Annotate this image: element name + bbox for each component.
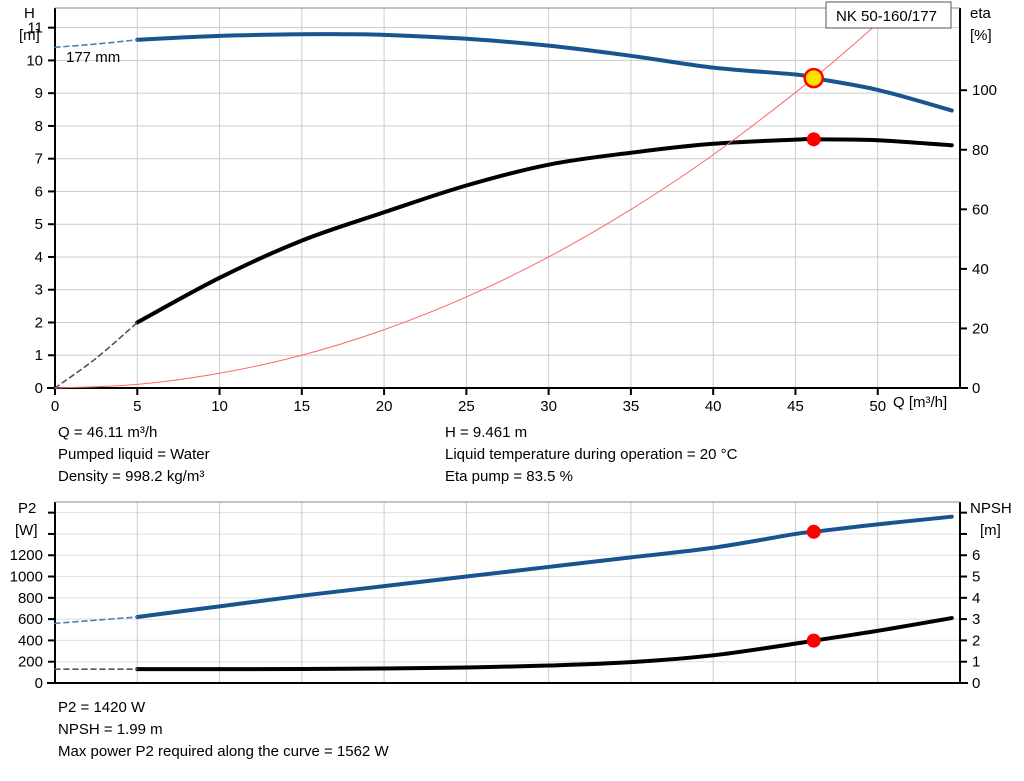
eta-tick-label: 80 [972,142,989,159]
q-tick-label: 40 [705,398,722,415]
curve-system-resistance-curve [54,22,879,389]
q-tick-label: 50 [869,398,886,415]
h-tick-label: 3 [35,282,43,299]
p2-tick-label: 1000 [10,569,43,586]
curve-power-p2-dashed-extension [54,616,139,625]
npsh-tick-label: 6 [972,547,980,564]
h-tick-label: 8 [35,118,43,135]
bottom-chart-tick-labels: 0 200 400 600 800 1000 1200 0 1 2 3 4 5 6 [10,547,981,692]
h-tick-label: 0 [35,380,43,397]
top-chart-ticks [48,26,967,395]
q-tick-label: 20 [376,398,393,415]
top-chart-frame [47,7,968,389]
h-tick-label: 4 [35,249,43,266]
npsh-tick-label: 1 [972,654,980,671]
power-npsh-svg: 0 200 400 600 800 1000 1200 0 1 2 3 4 5 6 P2 [W] NPSH… [10,500,1012,692]
eta-tick-label: 60 [972,201,989,218]
npsh-axis-title: NPSH [970,500,1012,517]
h-tick-label: 1 [35,347,43,364]
operating-data-left: Q = 46.11 m³/h Pumped liquid = Water Den… [58,422,210,488]
info-density: Density = 998.2 kg/m³ [58,468,205,485]
impeller-size-label: 177 mm [66,49,120,66]
h-axis-title: H [24,5,35,22]
npsh-tick-label: 0 [972,675,980,692]
q-tick-label: 35 [623,398,640,415]
q-axis-label: Q [m³/h] [893,394,947,411]
h-tick-label: 7 [35,151,43,168]
bottom-chart-gridlines [54,502,960,684]
info-head: H = 9.461 m [445,424,528,441]
q-tick-label: 25 [458,398,475,415]
curve-efficiency-eta-dashed-extension [54,321,139,389]
h-tick-label: 11 [27,20,43,37]
model-label-box: NK 50-160/177 [825,1,952,29]
q-tick-label: 45 [787,398,804,415]
info-eta-pump: Eta pump = 83.5 % [445,468,573,485]
eta-axis-unit: [%] [970,27,992,44]
head-efficiency-chart: 0 1 2 3 4 5 6 7 8 9 10 11 0 20 40 60 80 100 0 5 10 15 20 25 30 35… [19,1,997,415]
info-pumped-liquid: Pumped liquid = Water [58,446,210,463]
info-max-power: Max power P2 required along the curve = … [58,743,389,760]
q-tick-label: 10 [211,398,228,415]
npsh-tick-label: 4 [972,590,980,607]
top-chart-duty-points [803,67,824,147]
q-tick-label: 0 [51,398,59,415]
operating-data-right: H = 9.461 m Liquid temperature during op… [445,422,737,488]
power-npsh-chart: 0 200 400 600 800 1000 1200 0 1 2 3 4 5 6 P2 [W] NPSH… [0,495,1024,695]
p2-tick-label: 800 [18,590,43,607]
npsh-axis-unit: [m] [980,522,1001,539]
eta-tick-label: 40 [972,261,989,278]
p2-tick-label: 600 [18,611,43,628]
npsh-tick-label: 2 [972,632,980,649]
h-tick-label: 9 [35,85,43,102]
p2-tick-label: 1200 [10,547,43,564]
h-tick-label: 2 [35,314,43,331]
curve-head-h-177-mm-impeller [135,32,954,113]
p2-tick-label: 0 [35,675,43,692]
eta-tick-label: 100 [972,82,997,99]
info-npsh: NPSH = 1.99 m [58,721,163,738]
info-flow: Q = 46.11 m³/h [58,424,158,441]
npsh-tick-label: 5 [972,569,980,586]
eta-tick-label: 0 [972,380,980,397]
bottom-chart-duty-points [806,524,821,648]
h-tick-label: 10 [26,52,43,69]
curve-power-p2 [135,514,954,619]
duty-point-npsh [806,633,821,648]
curve-efficiency-eta [135,137,954,325]
bottom-chart-frame [47,501,968,684]
h-tick-label: 5 [35,216,43,233]
p2-tick-label: 400 [18,632,43,649]
p2-tick-label: 200 [18,654,43,671]
h-axis-unit: [m] [19,27,40,44]
curve-head-h-dashed-extension [54,38,139,49]
power-data: P2 = 1420 W NPSH = 1.99 m Max power P2 r… [58,697,389,763]
duty-point-eta [806,132,821,147]
model-label-text: NK 50-160/177 [836,8,937,25]
top-chart-gridlines [54,8,960,389]
npsh-tick-label: 3 [972,611,980,628]
info-liquid-temperature: Liquid temperature during operation = 20… [445,446,738,463]
eta-axis-title: eta [970,5,992,22]
duty-point-p2 [806,524,821,539]
q-tick-label: 5 [133,398,141,415]
q-tick-label: 15 [293,398,310,415]
duty-point-head [803,67,824,89]
h-tick-label: 6 [35,183,43,200]
p2-axis-title: P2 [18,500,36,517]
p2-axis-unit: [W] [15,522,38,539]
eta-tick-label: 20 [972,320,989,337]
info-p2: P2 = 1420 W [58,699,146,716]
q-tick-label: 30 [540,398,557,415]
bottom-chart-ticks [48,511,967,684]
